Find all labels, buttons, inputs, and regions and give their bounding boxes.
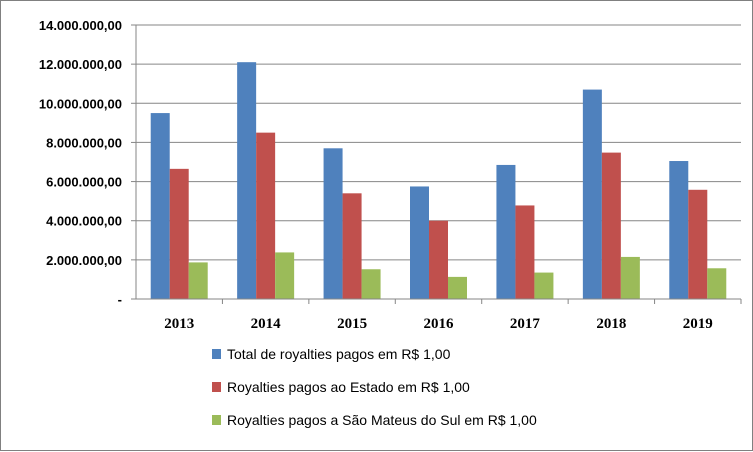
y-tick-label: 14.000.000,00 <box>39 18 122 33</box>
y-tick-label: 4.000.000,00 <box>46 214 122 229</box>
bar-2016-series-3 <box>448 276 467 299</box>
y-tick-label: 10.000.000,00 <box>39 96 122 111</box>
y-axis-tick-labels: - 2.000.000,00 4.000.000,00 6.000.000,00 8.0… <box>39 18 122 307</box>
bar-2016-series-1 <box>410 186 429 299</box>
bar-2015-series-3 <box>361 269 381 299</box>
bar-2017-series-3 <box>534 272 554 299</box>
x-tick-label: 2018 <box>596 316 626 332</box>
bar-2014-series-2 <box>256 132 276 299</box>
x-tick-label: 2014 <box>251 316 282 332</box>
bar-2019-series-1 <box>669 161 689 299</box>
bar-2018-series-2 <box>601 152 621 299</box>
legend-swatch <box>212 349 221 359</box>
legend-label: Royalties pagos a São Mateus do Sul em R… <box>227 412 537 428</box>
bar-2016-series-2 <box>429 220 448 299</box>
y-tick-label: 2.000.000,00 <box>46 253 122 268</box>
bar-2017-series-1 <box>496 164 516 299</box>
legend-label: Royalties pagos ao Estado em R$ 1,00 <box>227 379 470 395</box>
x-tick-label: 2017 <box>510 316 541 332</box>
bar-2013-series-1 <box>150 113 170 299</box>
bar-2018-series-3 <box>620 256 640 299</box>
bar-2013-series-3 <box>188 262 208 299</box>
y-tick-label: 12.000.000,00 <box>39 57 122 72</box>
bar-2013-series-2 <box>169 168 189 299</box>
bar-2015-series-1 <box>323 148 343 299</box>
legend-swatch <box>212 382 221 392</box>
legend: Total de royalties pagos em R$ 1,00 Royal… <box>212 346 537 428</box>
x-tick-label: 2016 <box>424 316 455 332</box>
gridlines <box>131 24 741 300</box>
x-tick-label: 2015 <box>337 316 367 332</box>
y-tick-label: 8.000.000,00 <box>46 135 122 150</box>
y-tick-label: 6.000.000,00 <box>46 175 122 190</box>
bar-2014-series-1 <box>237 62 257 299</box>
axes <box>135 25 742 304</box>
bars <box>150 62 727 299</box>
bar-2017-series-2 <box>515 205 535 299</box>
x-tick-label: 2019 <box>683 316 713 332</box>
bar-2019-series-2 <box>688 189 708 299</box>
bar-2014-series-3 <box>275 252 295 299</box>
bar-2015-series-2 <box>342 193 362 299</box>
y-tick-label: - <box>118 292 122 307</box>
bar-2019-series-3 <box>707 268 727 299</box>
x-axis-tick-labels: 2013 2014 2015 2016 2017 2018 2019 <box>164 316 713 332</box>
legend-swatch <box>212 415 221 425</box>
legend-label: Total de royalties pagos em R$ 1,00 <box>227 346 451 362</box>
bar-2018-series-1 <box>582 89 602 299</box>
x-tick-label: 2013 <box>164 316 194 332</box>
